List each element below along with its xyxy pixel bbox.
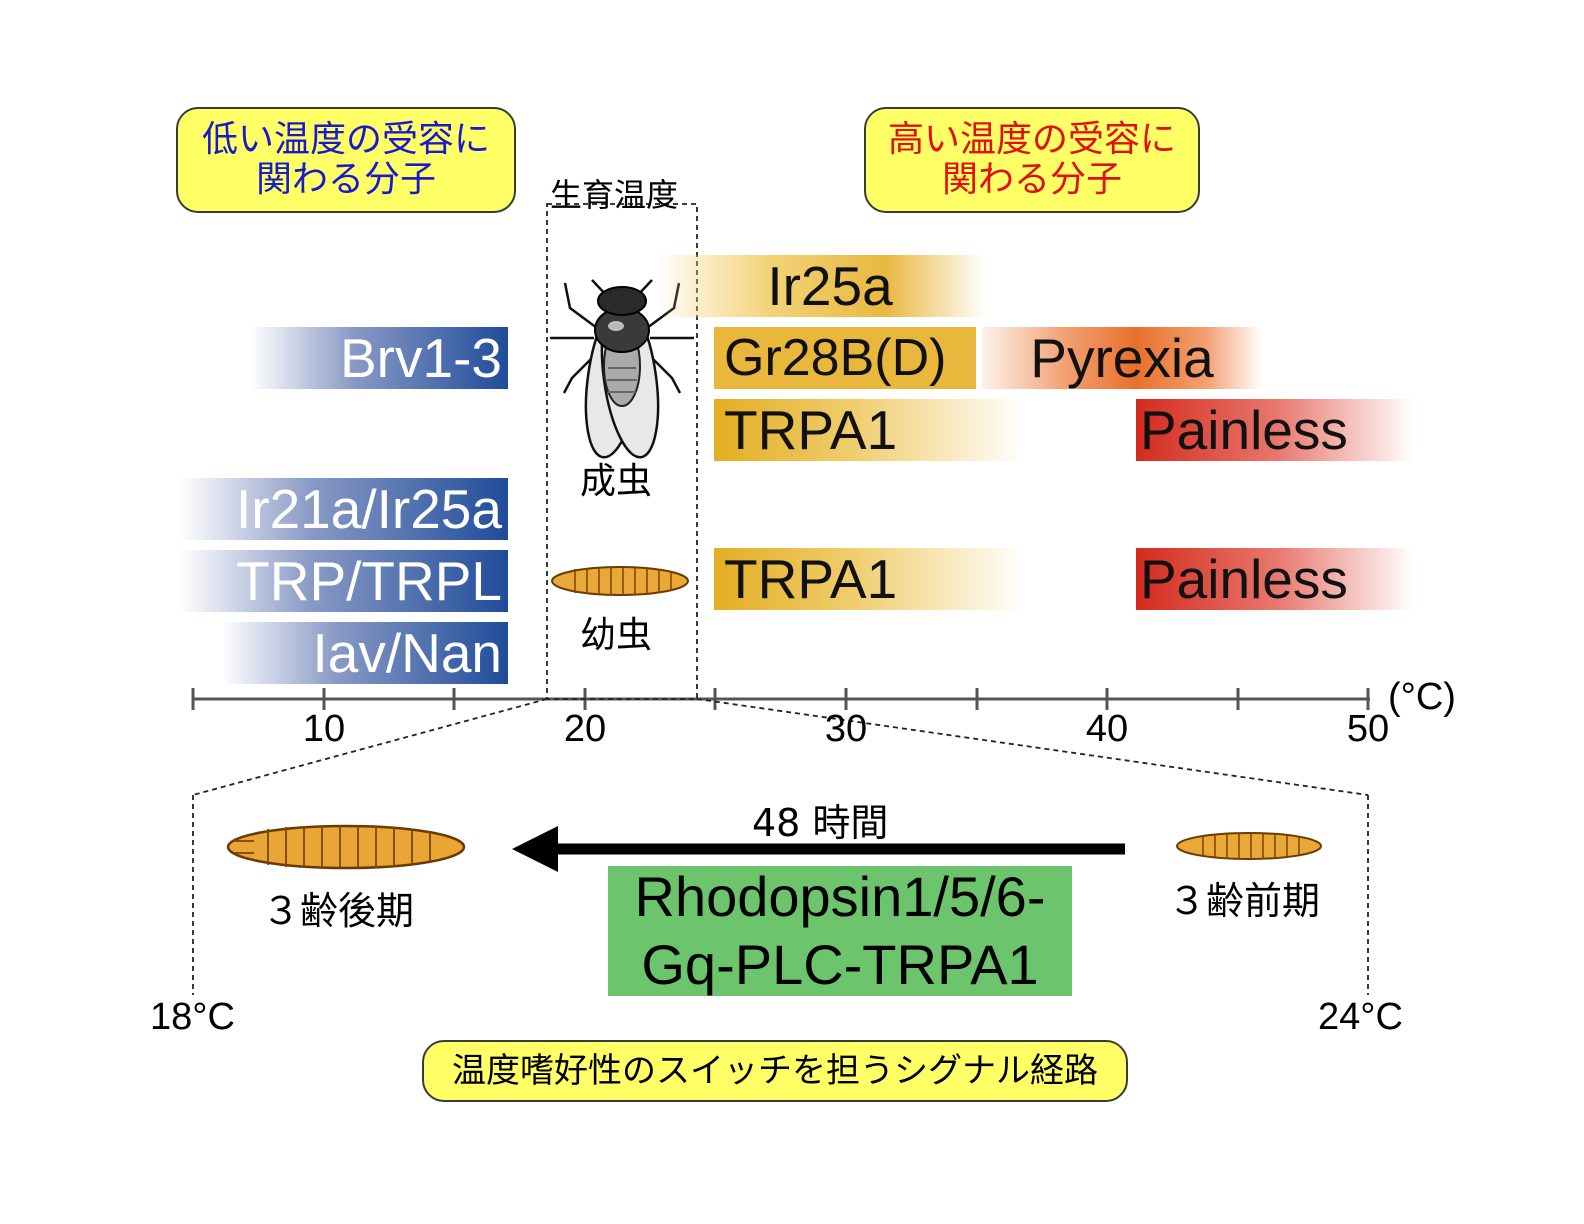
growth-temperature-box (546, 203, 698, 700)
painless-larva-label: Painless (1140, 548, 1348, 610)
early-instar-label: ３齢前期 (1168, 879, 1321, 923)
pyrexia-label: Pyrexia (1030, 327, 1214, 389)
pathway-line2: Gq-PLC-TRPA1 (641, 933, 1039, 996)
pyrexia-bar: Pyrexia (982, 327, 1262, 389)
zoom-lines (192, 698, 1369, 995)
trpa1-larva-label: TRPA1 (724, 548, 898, 610)
brv-label: Brv1-3 (340, 327, 502, 389)
late-instar-label: ３齢後期 (262, 889, 415, 933)
growth-temperature-label: 生育温度 (550, 176, 679, 214)
iav-nan-bar: Iav/Nan (222, 622, 508, 684)
iav-nan-label: Iav/Nan (312, 622, 502, 684)
painless-adult-label: Painless (1140, 399, 1348, 461)
ir25a-label: Ir25a (767, 255, 893, 317)
gr28b-bar: Gr28B(D) (714, 327, 976, 389)
pathway-callout-text: 温度嗜好性のスイッチを担うシグナル経路 (452, 1051, 1098, 1091)
axis-unit-label: (°C) (1388, 676, 1456, 718)
left-arrow (512, 826, 1125, 872)
adult-stage-label: 成虫 (580, 461, 653, 502)
high-callout-line2: 関わる分子 (941, 159, 1122, 200)
low-callout-line1: 低い温度の受容に (201, 119, 490, 160)
low-callout-line2: 関わる分子 (255, 159, 436, 200)
pathway-callout: 温度嗜好性のスイッチを担うシグナル経路 (422, 1040, 1128, 1102)
trpa1-adult-label: TRPA1 (724, 399, 898, 461)
tick-label-40: 40 (1085, 708, 1129, 750)
tick-label-10: 10 (302, 708, 346, 750)
pathway-box: Rhodopsin1/5/6- Gq-PLC-TRPA1 (608, 865, 1072, 996)
pathway-line1: Rhodopsin1/5/6- (634, 865, 1046, 928)
late-instar-larva-icon (226, 824, 466, 870)
ir21a-ir25a-label: Ir21a/Ir25a (235, 478, 502, 540)
gr28b-label: Gr28B(D) (724, 329, 947, 387)
painless-larva-bar: Painless (1136, 548, 1414, 610)
temp-high-label: 24°C (1318, 996, 1403, 1038)
tick-label-50: 50 (1346, 708, 1390, 750)
trpa1-adult-bar: TRPA1 (714, 399, 1024, 461)
temp-low-label: 18°C (150, 996, 235, 1038)
ir25a-bar: Ir25a (655, 255, 985, 317)
early-instar-larva-icon (1176, 832, 1322, 860)
high-temperature-callout: 高い温度の受容に 関わる分子 (864, 107, 1200, 213)
larva-stage-label: 幼虫 (580, 615, 653, 656)
painless-adult-bar: Painless (1136, 399, 1414, 461)
tick-label-20: 20 (563, 708, 607, 750)
low-temperature-callout: 低い温度の受容に 関わる分子 (176, 107, 516, 213)
trpa1-larva-bar: TRPA1 (714, 548, 1024, 610)
brv-bar: Brv1-3 (250, 327, 508, 389)
tick-label-30: 30 (824, 708, 868, 750)
trp-trpl-bar: TRP/TRPL (180, 550, 508, 612)
trp-trpl-label: TRP/TRPL (236, 550, 502, 612)
high-callout-line1: 高い温度の受容に (887, 119, 1176, 160)
ir21a-ir25a-bar: Ir21a/Ir25a (180, 478, 508, 540)
larva-icon (551, 566, 689, 596)
duration-label: 48 時間 (752, 801, 889, 845)
adult-fly-icon (550, 279, 694, 459)
